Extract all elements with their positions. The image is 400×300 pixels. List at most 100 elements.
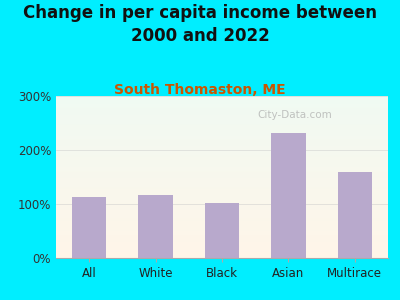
- Bar: [138, 195, 173, 258]
- Bar: [56, 178, 388, 179]
- Bar: [56, 140, 388, 141]
- Bar: [56, 246, 388, 247]
- Bar: [56, 238, 388, 239]
- Bar: [56, 149, 388, 150]
- Bar: [56, 189, 388, 190]
- Bar: [56, 146, 388, 147]
- Text: City-Data.com: City-Data.com: [258, 110, 332, 120]
- Bar: [56, 150, 388, 151]
- Bar: [56, 134, 388, 135]
- Bar: [56, 252, 388, 253]
- Bar: [56, 124, 388, 125]
- Bar: [56, 141, 388, 142]
- Bar: [56, 255, 388, 256]
- Bar: [56, 220, 388, 221]
- Bar: [72, 197, 106, 258]
- Bar: [56, 240, 388, 241]
- Bar: [56, 196, 388, 197]
- Bar: [56, 129, 388, 130]
- Bar: [56, 179, 388, 180]
- Bar: [56, 96, 388, 97]
- Bar: [56, 152, 388, 153]
- Bar: [205, 203, 239, 258]
- Bar: [56, 119, 388, 120]
- Bar: [56, 239, 388, 240]
- Bar: [56, 133, 388, 134]
- Bar: [56, 250, 388, 251]
- Bar: [56, 168, 388, 169]
- Bar: [56, 207, 388, 208]
- Bar: [56, 186, 388, 187]
- Bar: [56, 213, 388, 214]
- Bar: [56, 221, 388, 222]
- Bar: [56, 158, 388, 159]
- Bar: [56, 201, 388, 202]
- Bar: [56, 135, 388, 136]
- Bar: [56, 182, 388, 183]
- Bar: [56, 245, 388, 246]
- Bar: [56, 103, 388, 104]
- Bar: [56, 156, 388, 157]
- Bar: [56, 209, 388, 210]
- Bar: [56, 130, 388, 131]
- Bar: [56, 131, 388, 132]
- Bar: [56, 108, 388, 109]
- Bar: [56, 192, 388, 193]
- Bar: [56, 216, 388, 217]
- Bar: [56, 106, 388, 107]
- Bar: [56, 234, 388, 235]
- Bar: [56, 171, 388, 172]
- Bar: [56, 238, 388, 239]
- Bar: [56, 109, 388, 110]
- Bar: [56, 144, 388, 145]
- Bar: [56, 120, 388, 121]
- Bar: [56, 143, 388, 144]
- Bar: [271, 133, 306, 258]
- Bar: [56, 199, 388, 200]
- Bar: [56, 249, 388, 250]
- Bar: [56, 197, 388, 198]
- Bar: [56, 163, 388, 164]
- Bar: [56, 227, 388, 228]
- Bar: [56, 170, 388, 171]
- Bar: [56, 211, 388, 212]
- Bar: [56, 212, 388, 213]
- Bar: [56, 114, 388, 115]
- Bar: [56, 210, 388, 211]
- Bar: [56, 100, 388, 101]
- Bar: [56, 132, 388, 133]
- Bar: [56, 165, 388, 166]
- Bar: [56, 224, 388, 225]
- Bar: [56, 244, 388, 245]
- Bar: [56, 153, 388, 154]
- Bar: [56, 118, 388, 119]
- Text: Change in per capita income between
2000 and 2022: Change in per capita income between 2000…: [23, 4, 377, 45]
- Bar: [56, 208, 388, 209]
- Bar: [56, 230, 388, 231]
- Bar: [56, 183, 388, 184]
- Bar: [56, 228, 388, 229]
- Bar: [56, 112, 388, 113]
- Bar: [56, 187, 388, 188]
- Bar: [56, 219, 388, 220]
- Bar: [56, 217, 388, 218]
- Bar: [56, 113, 388, 114]
- Bar: [56, 247, 388, 248]
- Bar: [56, 125, 388, 126]
- Bar: [56, 151, 388, 152]
- Bar: [56, 232, 388, 233]
- Bar: [56, 243, 388, 244]
- Bar: [56, 225, 388, 226]
- Bar: [56, 191, 388, 192]
- Bar: [56, 203, 388, 204]
- Bar: [56, 202, 388, 203]
- Bar: [56, 116, 388, 117]
- Bar: [56, 205, 388, 206]
- Bar: [56, 97, 388, 98]
- Bar: [56, 233, 388, 234]
- Bar: [56, 115, 388, 116]
- Bar: [56, 180, 388, 181]
- Bar: [56, 176, 388, 177]
- Bar: [56, 121, 388, 122]
- Bar: [56, 167, 388, 168]
